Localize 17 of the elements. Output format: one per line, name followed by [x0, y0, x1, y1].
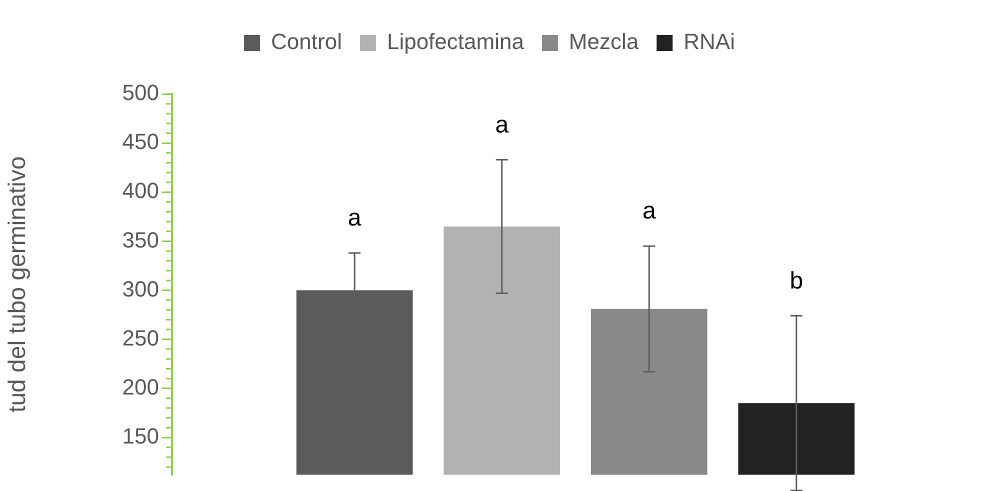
y-tick-label: 300 — [122, 276, 159, 302]
annotation: a — [495, 111, 510, 138]
y-axis-title: tud del tubo germinativo — [4, 156, 32, 412]
annotation: b — [790, 267, 804, 294]
legend-label: Lipofectamina — [386, 29, 525, 54]
y-tick-label: 450 — [122, 129, 159, 154]
legend-label: Control — [271, 29, 342, 54]
y-tick-label: 400 — [122, 178, 159, 204]
annotation: a — [642, 198, 656, 225]
y-tick-label: 350 — [122, 227, 159, 252]
y-tick-label: 250 — [122, 325, 159, 350]
y-tick-label: 200 — [122, 374, 159, 400]
annotation: a — [348, 204, 362, 232]
legend-label: Mezcla — [568, 29, 640, 54]
y-tick-label: 500 — [122, 80, 159, 106]
legend-label: RNAi — [684, 29, 735, 54]
y-tick-label: 150 — [122, 424, 159, 449]
